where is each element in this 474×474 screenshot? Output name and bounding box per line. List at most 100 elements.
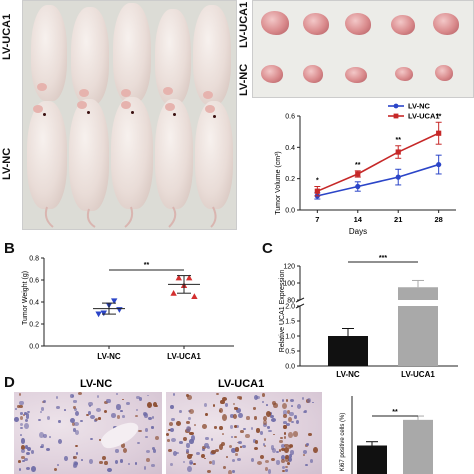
- cell-nucleus: [271, 447, 276, 453]
- cell-nucleus: [230, 436, 234, 439]
- cell-nucleus: [94, 418, 99, 422]
- cell-nucleus: [70, 393, 74, 399]
- cell-nucleus: [145, 450, 151, 454]
- volume-y-tick-label: 0.6: [285, 114, 295, 121]
- cell-nucleus: [271, 418, 276, 422]
- cell-nucleus: [252, 439, 256, 443]
- cell-nucleus: [18, 460, 22, 463]
- cell-nucleus: [291, 420, 294, 423]
- cell-nucleus: [103, 410, 107, 414]
- cell-nucleus: [31, 450, 35, 454]
- expression-significance: ***: [379, 255, 387, 262]
- cell-nucleus: [281, 458, 285, 463]
- cell-nucleus: [235, 452, 238, 457]
- cell-nucleus: [221, 414, 227, 421]
- volume-legend-marker: [393, 103, 399, 109]
- cell-nucleus: [96, 407, 101, 412]
- cell-nucleus: [289, 454, 292, 459]
- expression-x-tick-label: LV-NC: [336, 370, 360, 378]
- cell-nucleus: [18, 467, 21, 471]
- cell-nucleus: [153, 449, 157, 453]
- cell-nucleus: [220, 441, 226, 447]
- cell-nucleus: [285, 465, 289, 469]
- volume-x-tick-label: 14: [354, 215, 363, 224]
- cell-nucleus: [171, 417, 175, 421]
- cell-nucleus: [228, 444, 232, 448]
- cell-nucleus: [273, 403, 278, 408]
- cell-nucleus: [264, 459, 269, 463]
- volume-point-uca1: [395, 149, 401, 155]
- cell-nucleus: [305, 442, 309, 446]
- cell-nucleus: [88, 459, 94, 465]
- cell-nucleus: [254, 440, 259, 445]
- cell-nucleus: [46, 415, 51, 421]
- cell-nucleus: [193, 463, 196, 466]
- cell-nucleus: [202, 448, 206, 451]
- cell-nucleus: [26, 451, 31, 455]
- cell-nucleus: [280, 443, 286, 449]
- cell-nucleus: [187, 465, 193, 472]
- cell-nucleus: [166, 433, 170, 437]
- cell-nucleus: [290, 398, 295, 402]
- ki67-chart: Ki67 positive cells (%) **: [340, 396, 433, 474]
- volume-ylabel: Tumor Volume (cm³): [275, 151, 282, 215]
- cell-nucleus: [222, 396, 228, 401]
- cell-nucleus: [232, 402, 235, 405]
- mouse-top-3: [113, 3, 151, 103]
- cell-nucleus: [182, 460, 185, 463]
- cell-nucleus: [190, 435, 196, 442]
- cell-nucleus: [134, 414, 138, 418]
- cell-nucleus: [170, 427, 175, 432]
- expression-x-tick-label: LV-UCA1: [401, 370, 435, 378]
- cell-nucleus: [257, 461, 262, 466]
- cell-nucleus: [288, 443, 293, 448]
- cell-nucleus: [232, 469, 236, 474]
- cell-nucleus: [19, 411, 24, 415]
- cell-nucleus: [303, 450, 308, 455]
- ki67-bar-lv-nc: [357, 445, 387, 474]
- cell-nucleus: [266, 426, 271, 430]
- weight-point-lv-nc: [116, 307, 123, 313]
- cell-nucleus: [196, 451, 200, 455]
- cell-nucleus: [282, 413, 287, 418]
- cell-nucleus: [150, 426, 155, 429]
- cell-nucleus: [172, 393, 175, 396]
- cell-nucleus: [244, 433, 250, 439]
- cell-nucleus: [74, 429, 79, 435]
- cell-nucleus: [99, 461, 103, 464]
- tumor-uca1-3: [345, 13, 371, 35]
- cell-nucleus: [311, 401, 315, 404]
- cell-nucleus: [282, 402, 288, 409]
- cell-nucleus: [138, 397, 142, 402]
- cell-nucleus: [288, 416, 293, 423]
- cell-nucleus: [202, 424, 207, 430]
- cell-nucleus: [219, 408, 224, 414]
- cell-nucleus: [97, 417, 102, 420]
- cell-nucleus: [220, 399, 225, 405]
- panel-letter-d: D: [4, 374, 15, 391]
- cell-nucleus: [185, 449, 189, 453]
- cell-nucleus: [169, 404, 174, 410]
- volume-legend-label: LV-NC: [408, 102, 431, 111]
- cell-nucleus: [115, 460, 119, 464]
- cell-nucleus: [237, 395, 242, 400]
- histo-label-uca1: LV-UCA1: [218, 378, 265, 390]
- cell-nucleus: [20, 434, 23, 436]
- tumor-uca1-4: [391, 15, 415, 35]
- cell-nucleus: [185, 420, 190, 425]
- tumor-label-nc: LV-NC: [238, 63, 250, 96]
- cell-nucleus: [238, 413, 243, 419]
- weight-point-lv-uca1: [175, 274, 182, 281]
- cell-nucleus: [167, 439, 171, 442]
- cell-nucleus: [219, 409, 222, 413]
- cell-nucleus: [39, 432, 45, 439]
- cell-nucleus: [265, 404, 268, 406]
- expression-y-tick-label: 0.0: [285, 364, 295, 371]
- cell-nucleus: [254, 394, 258, 400]
- cell-nucleus: [193, 423, 197, 426]
- cell-nucleus: [168, 449, 172, 453]
- volume-significance: *: [316, 178, 319, 185]
- cell-nucleus: [284, 443, 290, 448]
- cell-nucleus: [268, 429, 272, 433]
- cell-nucleus: [262, 415, 267, 421]
